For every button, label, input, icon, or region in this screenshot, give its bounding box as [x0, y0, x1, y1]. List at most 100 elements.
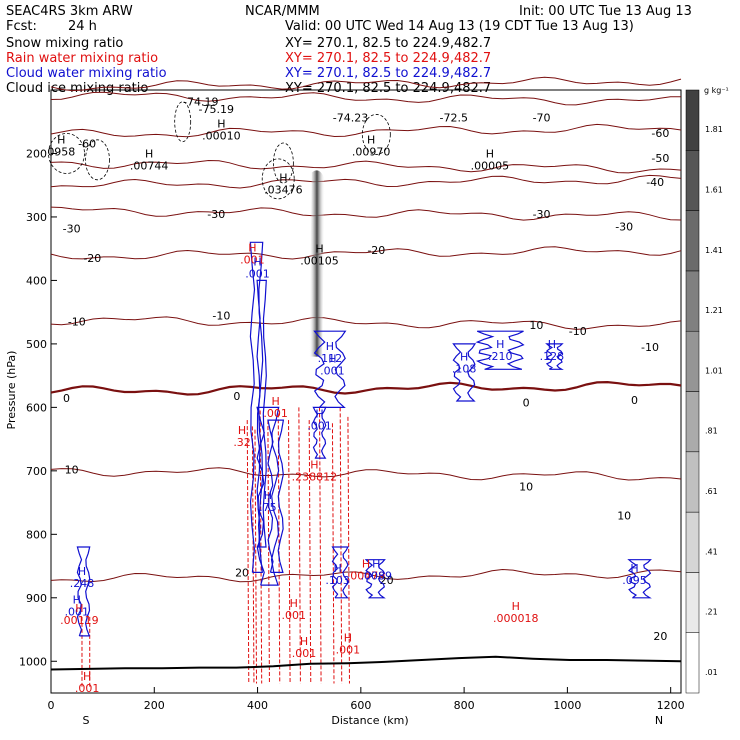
- field-xy: XY= 270.1, 82.5 to 224.9,482.7: [285, 51, 491, 66]
- max-marker: H: [279, 172, 287, 185]
- y-tick-label: 900: [26, 592, 47, 605]
- max-marker: H: [362, 557, 370, 570]
- isotherm-label: -74.23: [333, 111, 368, 124]
- ice-contour: [174, 101, 192, 143]
- y-tick-label: 600: [26, 401, 47, 414]
- field-xy: XY= 270.1, 82.5 to 224.9,482.7: [285, 36, 491, 51]
- field-name: Snow mixing ratio: [6, 36, 123, 51]
- plot-area: -75.19 -74.23 -74.19 -72.5 -70 -60 -60 -50 -40 -3…: [19, 76, 685, 712]
- y-tick-label: 500: [26, 338, 47, 351]
- y-tick-label: 1000: [19, 655, 47, 668]
- max-value: .001: [307, 420, 332, 433]
- organization: NCAR/MMM: [245, 4, 320, 19]
- colorbar-level: 1.01: [705, 366, 723, 375]
- max-marker: H: [271, 395, 279, 408]
- isotherm-label: -50: [651, 152, 669, 165]
- cloud-water-contour: [256, 406, 280, 586]
- max-value: .00010: [202, 130, 241, 143]
- y-tick-label: 400: [26, 274, 47, 287]
- isotherm-label: 10: [617, 509, 631, 522]
- y-axis-label: Pressure (hPa): [5, 351, 18, 430]
- max-value: .03476: [264, 184, 303, 197]
- valid-time: Valid: 00 UTC Wed 14 Aug 13 (19 CDT Tue …: [285, 19, 634, 34]
- max-marker: H: [217, 118, 225, 131]
- field-xy: XY= 270.1, 82.5 to 224.9,482.7: [285, 81, 491, 96]
- field-xy: XY= 270.1, 82.5 to 224.9,482.7: [285, 66, 491, 81]
- max-value: .001: [320, 364, 345, 377]
- y-axis-ticks: 200 300 400 500 600 700 800 900 1000: [19, 147, 57, 668]
- colorbar-level: 1.81: [705, 125, 723, 134]
- isotherm-label: 10: [65, 464, 79, 477]
- isotherm-line: [50, 316, 682, 330]
- max-value: .001: [65, 606, 90, 619]
- max-marker: H: [238, 424, 246, 437]
- max-marker: H: [486, 147, 494, 160]
- max-value: .001: [245, 267, 270, 280]
- rain-contour: [339, 407, 343, 684]
- cloud-water-contour: [312, 406, 327, 459]
- colorbar-level: .01: [705, 668, 718, 677]
- max-marker: H: [367, 133, 375, 146]
- isotherm-label: -40: [646, 176, 664, 189]
- rain-contour: [259, 410, 263, 684]
- max-marker: H: [78, 565, 86, 578]
- rain-contour: [254, 429, 258, 684]
- isotherm-label: 20: [653, 630, 667, 643]
- max-marker: H: [326, 340, 334, 353]
- rain-contour: [308, 420, 312, 684]
- max-value: .00005: [471, 159, 510, 172]
- isotherm-line: [50, 467, 682, 481]
- x-axis-ticks: 0 200 400 600 800 1000 1200: [48, 687, 685, 712]
- colorbar-swatch: [685, 270, 700, 332]
- max-marker: H: [248, 241, 256, 254]
- max-value: .00479: [347, 569, 386, 582]
- cloud-water-contour: [76, 546, 91, 637]
- x-tick-label: 1000: [553, 699, 581, 712]
- isotherm-label: -72.5: [440, 111, 468, 124]
- cloud-water-contour: [545, 343, 564, 370]
- colorbar-swatch: [685, 451, 700, 513]
- snow-column: [309, 170, 325, 357]
- colorbar-unit: g kg⁻¹: [704, 86, 729, 95]
- isotherm-line: [50, 568, 682, 583]
- hydrometeor-contours: [48, 101, 652, 687]
- max-value: .000018: [493, 612, 539, 625]
- isotherm-label: -70: [533, 111, 551, 124]
- colorbar-level: 1.61: [705, 186, 723, 195]
- colorbar-level: .41: [705, 547, 718, 556]
- max-value: .001: [292, 647, 317, 660]
- south-end-label: S: [83, 714, 90, 727]
- max-value: .095: [622, 574, 647, 587]
- forecast-hour: 24 h: [68, 19, 97, 34]
- ice-contour: [85, 139, 110, 181]
- max-marker: H: [75, 602, 83, 615]
- max-value: .001: [240, 253, 265, 266]
- isotherm-label: 10: [529, 319, 543, 332]
- max-marker: H: [300, 635, 308, 648]
- isotherm-label: 10: [519, 481, 533, 494]
- temperature-isotherms: [50, 76, 682, 583]
- x-tick-label: 800: [454, 699, 475, 712]
- max-marker: H: [460, 351, 468, 364]
- cloud-water-contour: [256, 279, 267, 548]
- cloud-water-contour: [331, 546, 349, 599]
- max-value: .32: [233, 436, 251, 449]
- max-value: .001: [75, 682, 100, 695]
- field-name: Rain water mixing ratio: [6, 51, 158, 66]
- isotherm-label: -10: [569, 325, 587, 338]
- isotherm-label: -10: [212, 309, 230, 322]
- isotherm-label: -30: [615, 220, 633, 233]
- max-marker: H: [548, 338, 556, 351]
- y-tick-label: 800: [26, 528, 47, 541]
- isotherm-label: -10: [641, 341, 659, 354]
- field-legend: Snow mixing ratio XY= 270.1, 82.5 to 224.…: [6, 36, 491, 96]
- max-value: .0089: [361, 569, 393, 582]
- colorbar: .01 .21 .41 .61 .81 1.01 1.21 1.41 1.61 1.81: [685, 89, 723, 694]
- rain-contour: [319, 407, 322, 684]
- isotherm-line: [50, 91, 682, 106]
- colorbar-swatch: [685, 89, 700, 151]
- max-value: .210: [488, 350, 513, 363]
- x-tick-label: 200: [144, 699, 165, 712]
- isotherm-line: [50, 76, 682, 92]
- colorbar-swatch: [685, 572, 700, 633]
